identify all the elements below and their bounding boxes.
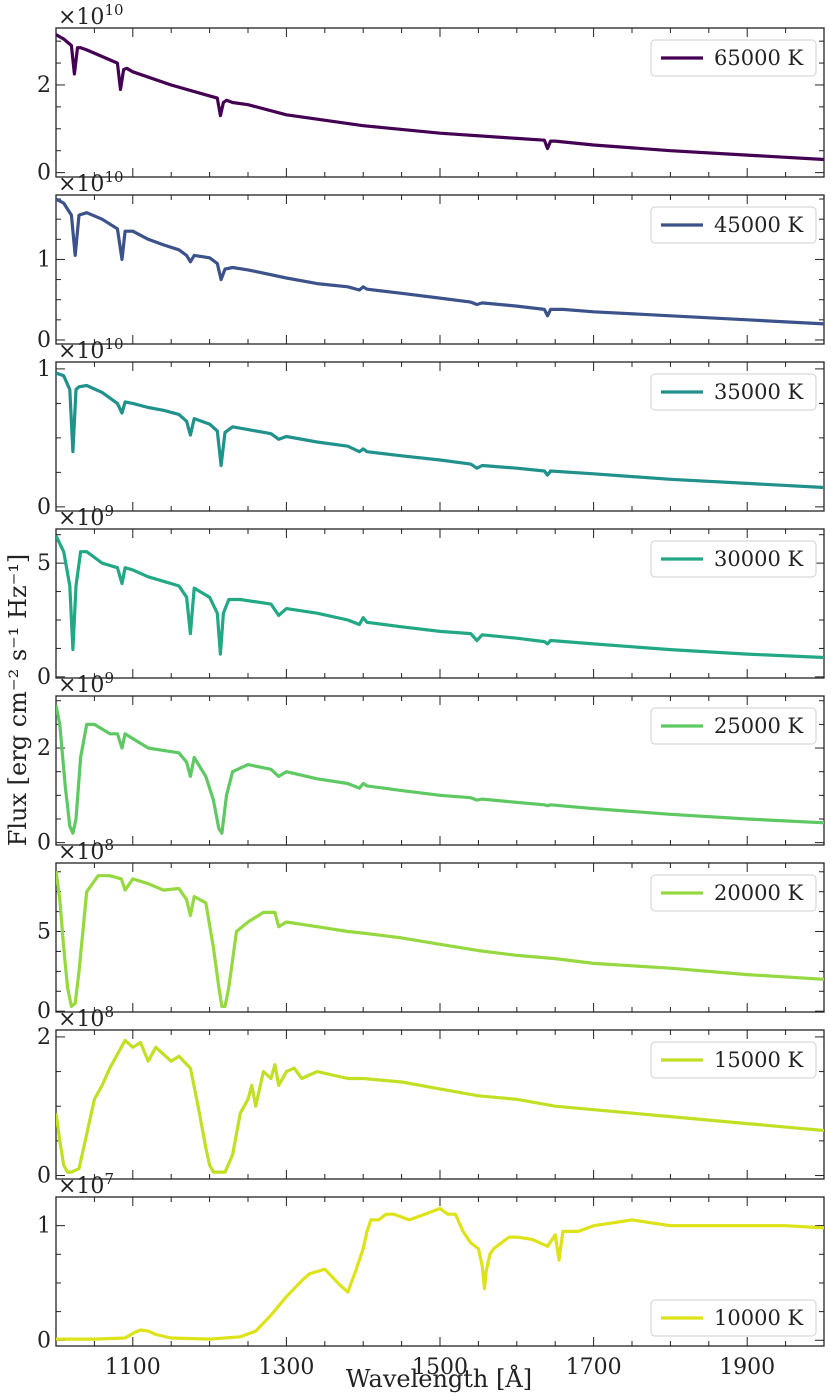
- y-tick-label: 0: [37, 328, 51, 353]
- series-line: [56, 705, 824, 835]
- y-tick-label: 1: [37, 1214, 51, 1239]
- legend-box: [650, 206, 817, 244]
- y-axis-label: Flux [erg cm⁻² s⁻¹ Hz⁻¹]: [4, 554, 32, 847]
- legend-label: 10000 K: [714, 1306, 803, 1330]
- offset-text: ×1010: [58, 1, 124, 30]
- y-tick-label: 0: [37, 665, 51, 690]
- legend-box: [650, 707, 817, 745]
- panel-1: 0 1 ×1010 45000 K: [37, 168, 825, 353]
- panel-4: 0 2 ×109 25000 K: [37, 669, 825, 856]
- y-tick-label: 0: [37, 495, 51, 520]
- series-line: [56, 197, 824, 326]
- legend: 15000 K: [650, 1041, 817, 1079]
- legend-label: 20000 K: [714, 881, 803, 905]
- panel-3: 0 5 ×109 30000 K: [37, 502, 825, 690]
- series-line: [56, 33, 824, 162]
- panel-7: 0 1 ×107 10000 K 1100 1300 1500 1700 1900: [37, 1170, 825, 1380]
- legend-label: 25000 K: [714, 714, 803, 738]
- offset-text: ×109: [58, 669, 114, 698]
- offset-text: ×109: [58, 502, 114, 531]
- legend-label: 30000 K: [714, 547, 803, 571]
- y-tick-label: 0: [37, 999, 51, 1024]
- legend: 20000 K: [650, 874, 817, 912]
- panel-2: 0 1 ×1010 35000 K: [37, 335, 825, 520]
- y-tick-label: 5: [37, 920, 51, 945]
- y-tick-label: 1: [37, 357, 51, 382]
- x-tick-label: 1900: [719, 1355, 775, 1380]
- x-tick-label: 1100: [105, 1355, 161, 1380]
- y-tick-label: 2: [37, 73, 51, 98]
- y-tick-label: 5: [37, 551, 51, 576]
- x-axis-label: Wavelength [Å]: [346, 1364, 532, 1393]
- legend-box: [650, 874, 817, 912]
- panel-0: 0 2 ×1010 65000 K: [37, 1, 825, 186]
- y-tick-label: 0: [37, 831, 51, 856]
- series-line: [56, 1038, 824, 1174]
- legend-box: [650, 1299, 817, 1337]
- legend: 10000 K: [650, 1299, 817, 1337]
- x-tick-label: 1700: [566, 1355, 622, 1380]
- legend-label: 35000 K: [714, 380, 803, 404]
- y-tick-label: 0: [37, 1328, 51, 1353]
- y-tick-label: 2: [37, 736, 51, 761]
- offset-text: ×108: [58, 836, 114, 865]
- y-tick-label: 0: [37, 161, 51, 186]
- offset-text: ×108: [58, 1003, 114, 1032]
- legend: 30000 K: [650, 540, 817, 578]
- legend: 45000 K: [650, 206, 817, 244]
- x-tick-label: 1300: [258, 1355, 314, 1380]
- legend-label: 15000 K: [714, 1048, 803, 1072]
- legend: 25000 K: [650, 707, 817, 745]
- legend-box: [650, 39, 817, 77]
- y-tick-label: 1: [37, 247, 51, 272]
- offset-text: ×107: [58, 1170, 114, 1199]
- offset-text: ×1010: [58, 335, 124, 364]
- legend-box: [650, 373, 817, 411]
- legend-box: [650, 540, 817, 578]
- legend: 65000 K: [650, 39, 817, 77]
- legend-label: 45000 K: [714, 213, 803, 237]
- x-tick-label: 1500: [412, 1355, 468, 1380]
- panel-6: 0 2 ×108 15000 K: [37, 1003, 825, 1189]
- series-line: [56, 371, 824, 490]
- legend-label: 65000 K: [714, 46, 803, 70]
- series-line: [56, 1206, 824, 1341]
- y-tick-label: 2: [37, 1025, 51, 1050]
- legend-box: [650, 1041, 817, 1079]
- series-line: [56, 535, 824, 660]
- offset-text: ×1010: [58, 168, 124, 197]
- series-line: [56, 870, 824, 1008]
- y-tick-label: 0: [37, 1164, 51, 1189]
- panel-5: 0 5 ×108 20000 K: [37, 836, 825, 1024]
- legend: 35000 K: [650, 373, 817, 411]
